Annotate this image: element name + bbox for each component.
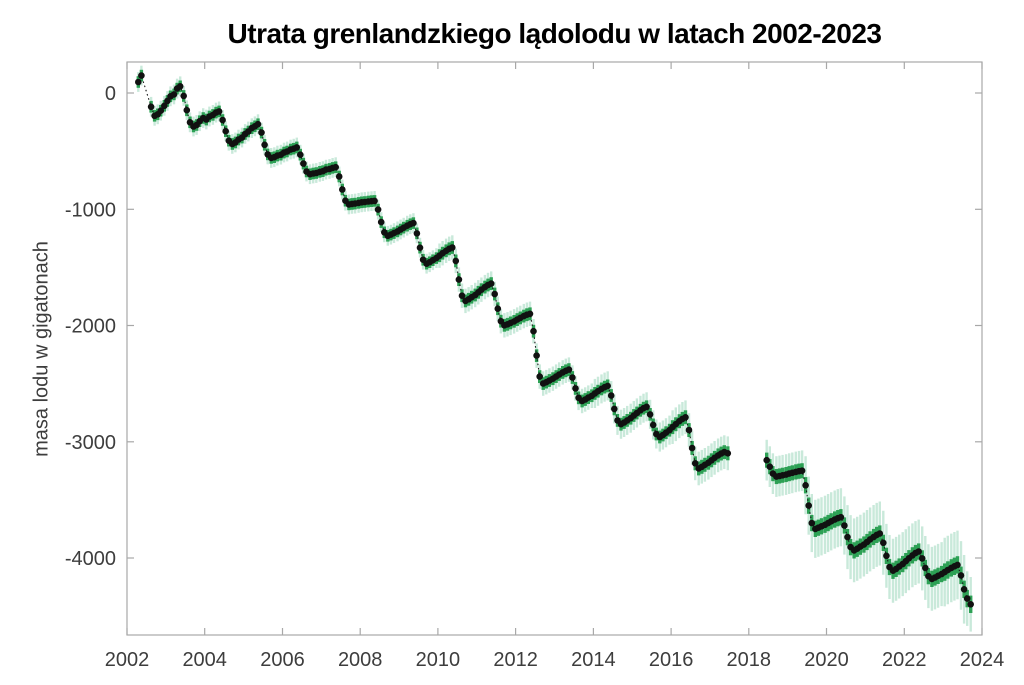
- plot-border: [126, 61, 983, 636]
- x-tick-label: 2002: [105, 649, 150, 671]
- x-tick-label: 2012: [493, 649, 538, 671]
- x-tick-label: 2010: [416, 649, 461, 671]
- x-tick-label: 2024: [960, 649, 1005, 671]
- y-tick-label: -1000: [65, 199, 116, 221]
- y-tick-label: -2000: [65, 316, 116, 338]
- x-tick-label: 2022: [882, 649, 927, 671]
- axis-ticks: [126, 62, 983, 635]
- x-tick-label: 2008: [338, 649, 383, 671]
- x-tick-label: 2016: [649, 649, 694, 671]
- data-points: [135, 72, 974, 608]
- x-tick-label: 2004: [182, 649, 227, 671]
- y-tick-label: -3000: [65, 432, 116, 454]
- error-bars-inner: [136, 69, 973, 613]
- axis-tick-labels: 2002 2004 2006 2008 2010 2012 2014 2016 2018 2020…: [65, 83, 1004, 671]
- x-tick-label: 2020: [804, 649, 849, 671]
- x-tick-label: 2014: [571, 649, 616, 671]
- y-tick-label: 0: [105, 83, 116, 105]
- x-tick-label: 2006: [260, 649, 305, 671]
- y-tick-label: -4000: [65, 548, 116, 570]
- chart-title: Utrata grenlandzkiego lądolodu w latach …: [227, 18, 882, 49]
- x-tick-label: 2018: [727, 649, 772, 671]
